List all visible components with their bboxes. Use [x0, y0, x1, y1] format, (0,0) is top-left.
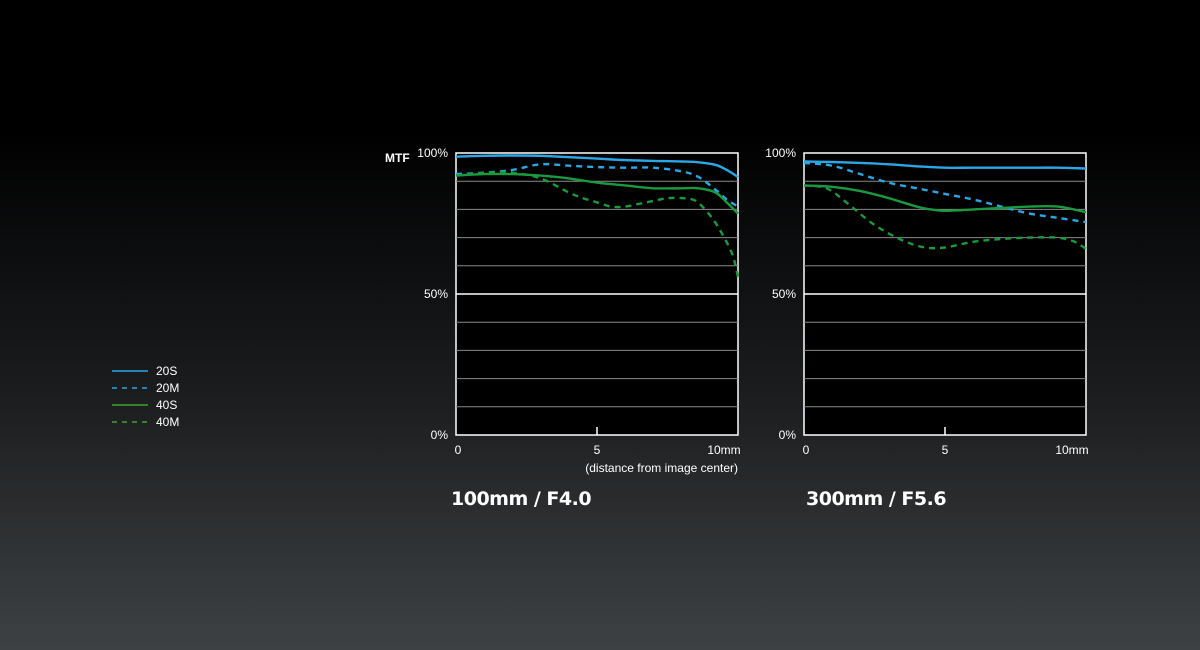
legend-swatch-20s — [112, 369, 148, 372]
series-line-300mm-40s — [803, 184, 1087, 214]
series-line-300mm-20m — [803, 161, 1087, 224]
series-line-300mm-20s — [803, 160, 1087, 170]
legend-swatch-40m — [112, 420, 148, 423]
series-line-100mm-20m — [455, 162, 739, 208]
y-tick-label-300mm-2: 100% — [765, 146, 796, 160]
x-tick-label-300mm-2: 10mm — [1055, 443, 1088, 457]
series-line-100mm-40s — [455, 172, 739, 215]
y-tick-label-300mm-0: 0% — [779, 428, 797, 442]
legend-item-20s: 20S — [112, 362, 179, 379]
legend-swatch-20m — [112, 386, 148, 389]
x-tick-label-300mm-0: 0 — [803, 443, 810, 457]
legend-label-40s: 40S — [156, 397, 178, 412]
y-tick-label-100mm-1: 50% — [424, 287, 448, 301]
legend-item-20m: 20M — [112, 379, 179, 396]
y-axis-label: MTF — [385, 151, 410, 165]
y-tick-label-100mm-2: 100% — [417, 146, 448, 160]
x-tick-label-100mm-1: 5 — [594, 443, 601, 457]
chart-title-300mm: 300mm / F5.6 — [806, 488, 947, 510]
y-tick-label-100mm-0: 0% — [431, 428, 449, 442]
legend-item-40s: 40S — [112, 396, 179, 413]
chart-title-100mm: 100mm / F4.0 — [451, 488, 592, 510]
x-tick-label-100mm-0: 0 — [455, 443, 462, 457]
y-tick-label-300mm-1: 50% — [772, 287, 796, 301]
legend-label-20s: 20S — [156, 363, 178, 378]
legend-label-20m: 20M — [156, 380, 180, 395]
legend: 20S 20M 40S 40M — [112, 362, 179, 430]
x-tick-label-100mm-2: 10mm — [707, 443, 740, 457]
legend-swatch-40s — [112, 403, 148, 406]
legend-label-40m: 40M — [156, 414, 180, 429]
x-tick-label-300mm-1: 5 — [942, 443, 949, 457]
series-line-100mm-20s — [455, 154, 739, 179]
x-axis-label: (distance from image center) — [585, 461, 738, 475]
series-line-100mm-40m — [455, 170, 740, 278]
series-line-300mm-40m — [803, 184, 1087, 250]
legend-item-40m: 40M — [112, 413, 179, 430]
